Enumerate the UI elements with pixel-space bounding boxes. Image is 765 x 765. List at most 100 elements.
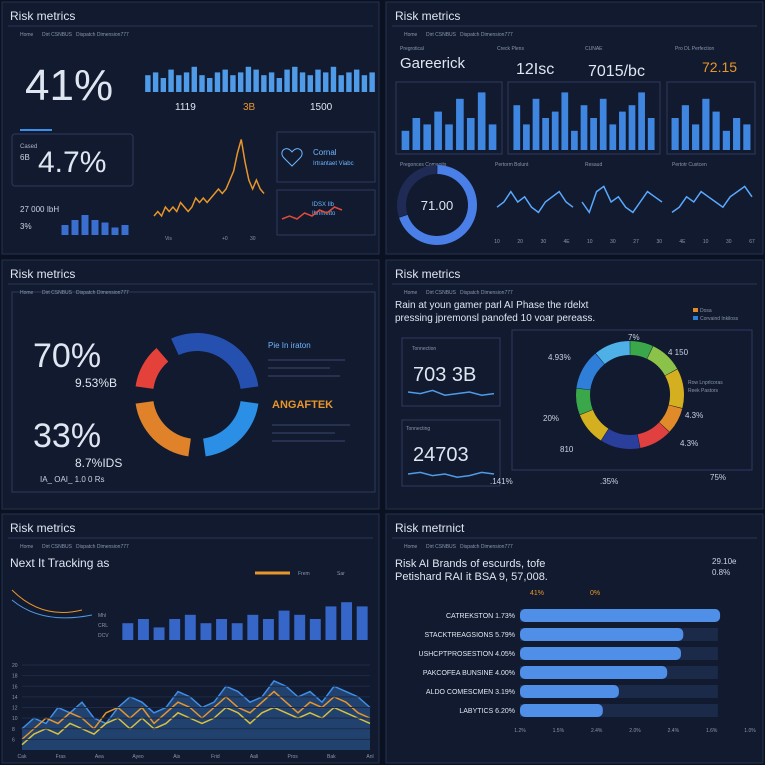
bar xyxy=(722,130,730,150)
side-title: Pie In iraton xyxy=(268,341,311,350)
axis-label: 27 xyxy=(633,239,639,245)
nav-item[interactable]: Dispatch Dimension777 xyxy=(76,32,129,38)
x-tick-label: 2.4% xyxy=(591,728,603,734)
heading: pressing jpremonsl panofed 10 voar perea… xyxy=(395,313,595,324)
nav-item[interactable]: Dispatch Dimension777 xyxy=(76,544,129,550)
bar xyxy=(520,647,681,660)
bar xyxy=(160,78,167,92)
y-tick-label: 18 xyxy=(12,674,18,680)
panel-title: Risk metrics xyxy=(10,521,75,535)
bar-label: LABYTICS 6.20% xyxy=(459,708,515,715)
donut-segment xyxy=(665,369,685,409)
heading: Petishard RAI it BSA 9, 57,008. xyxy=(395,571,548,583)
nav-item[interactable]: Dirt CSNBUS xyxy=(42,544,73,550)
y-tick-label: 14 xyxy=(12,695,18,701)
axis-label: +0 xyxy=(222,236,228,242)
nav-item[interactable]: Home xyxy=(404,544,418,550)
bar xyxy=(168,69,174,92)
y-tick-label: 6 xyxy=(12,737,15,743)
panel-title: Risk metrics xyxy=(10,267,75,281)
bar xyxy=(278,610,290,640)
row-label: Mhl xyxy=(98,613,106,619)
bar xyxy=(284,69,290,92)
nav-item[interactable]: Dispatch Dimension777 xyxy=(460,32,513,38)
nav-item[interactable]: Home xyxy=(20,290,34,296)
bar xyxy=(309,619,321,640)
bar xyxy=(412,118,421,150)
kpi-label: Pro DL Perfection xyxy=(675,46,714,52)
donut-segment xyxy=(396,165,437,217)
bar xyxy=(230,75,236,92)
kpi: 72.15 xyxy=(702,59,737,75)
row-label: DCV xyxy=(98,633,109,639)
donut-label: 4 150 xyxy=(668,348,689,357)
chart-title: Resaud xyxy=(585,162,602,168)
line xyxy=(407,471,495,478)
bar xyxy=(671,118,679,150)
axis-label: Vis xyxy=(165,236,172,242)
kpi: 12Isc xyxy=(516,61,554,78)
bar xyxy=(111,227,119,235)
card-value: 703 3B xyxy=(413,364,476,386)
note: Cornal xyxy=(313,148,337,157)
bar xyxy=(628,105,636,150)
nav-item[interactable]: Dispatch Dimension777 xyxy=(460,544,513,550)
nav-item[interactable]: Dirt CSNBUS xyxy=(42,290,73,296)
bar xyxy=(520,609,721,622)
bar xyxy=(401,130,410,150)
nav-item[interactable]: Home xyxy=(404,32,418,38)
bar xyxy=(137,619,149,640)
card-label: Cased xyxy=(20,144,37,150)
bar xyxy=(176,75,182,92)
footer: .141% xyxy=(490,477,513,486)
bar xyxy=(299,72,306,92)
bar xyxy=(169,619,181,640)
panel-title: Risk metrnict xyxy=(395,521,465,535)
legend-label: Row Lnprlcoras xyxy=(688,380,723,386)
nav-item[interactable]: Dirt CSNBUS xyxy=(426,544,457,550)
legend-swatch xyxy=(693,308,698,312)
line xyxy=(496,190,574,214)
nav-item[interactable]: Home xyxy=(20,544,34,550)
nav-item[interactable]: Dispatch Dimension777 xyxy=(76,290,129,296)
label: 27 000 IbH xyxy=(20,205,59,214)
legend-label: 41% xyxy=(530,590,544,597)
panel xyxy=(385,259,764,510)
heading: Rain at youn gamer parl AI Phase the rde… xyxy=(395,300,589,311)
legend-label: Corvaind Inkiloss xyxy=(700,316,739,322)
donut-label: 4.3% xyxy=(680,439,698,448)
donut-label: 7% xyxy=(628,333,640,342)
bar xyxy=(681,105,689,150)
kpi-label: Pregrotical xyxy=(400,46,424,52)
bar-label: STACKTREAGSIONS 5.79% xyxy=(424,632,515,639)
bar xyxy=(200,623,212,640)
nav-item[interactable]: Home xyxy=(404,290,418,296)
nav-item[interactable]: Home xyxy=(20,32,34,38)
nav-item[interactable]: Dispatch Dimension777 xyxy=(460,290,513,296)
nav-item[interactable]: Dirt CSNBUS xyxy=(426,290,457,296)
label: 3% xyxy=(20,222,32,231)
decor-curve xyxy=(11,589,83,613)
kpi-sub: 9.53%B xyxy=(75,376,117,390)
bar xyxy=(434,111,442,150)
bar xyxy=(532,98,540,150)
x-tick-label: Aea xyxy=(95,754,104,760)
line xyxy=(21,690,371,740)
bar xyxy=(619,111,626,150)
footer: IA_ OAI_ 1.0 0 Rs xyxy=(40,475,104,484)
bar xyxy=(222,69,228,92)
bar xyxy=(369,72,375,92)
bar xyxy=(542,118,549,150)
bar xyxy=(247,614,259,640)
bar xyxy=(330,66,337,92)
bar xyxy=(81,215,89,235)
donut-segment xyxy=(576,353,605,390)
donut-segment xyxy=(630,341,653,359)
nav-item[interactable]: Dirt CSNBUS xyxy=(42,32,73,38)
donut-segment xyxy=(637,422,670,448)
axis-label: 30 xyxy=(656,239,662,245)
nav-item[interactable]: Dirt CSNBUS xyxy=(426,32,457,38)
bar xyxy=(325,606,337,640)
note: Irtrantaet Viabc xyxy=(313,161,354,167)
kpi: 7015/bc xyxy=(588,63,645,80)
